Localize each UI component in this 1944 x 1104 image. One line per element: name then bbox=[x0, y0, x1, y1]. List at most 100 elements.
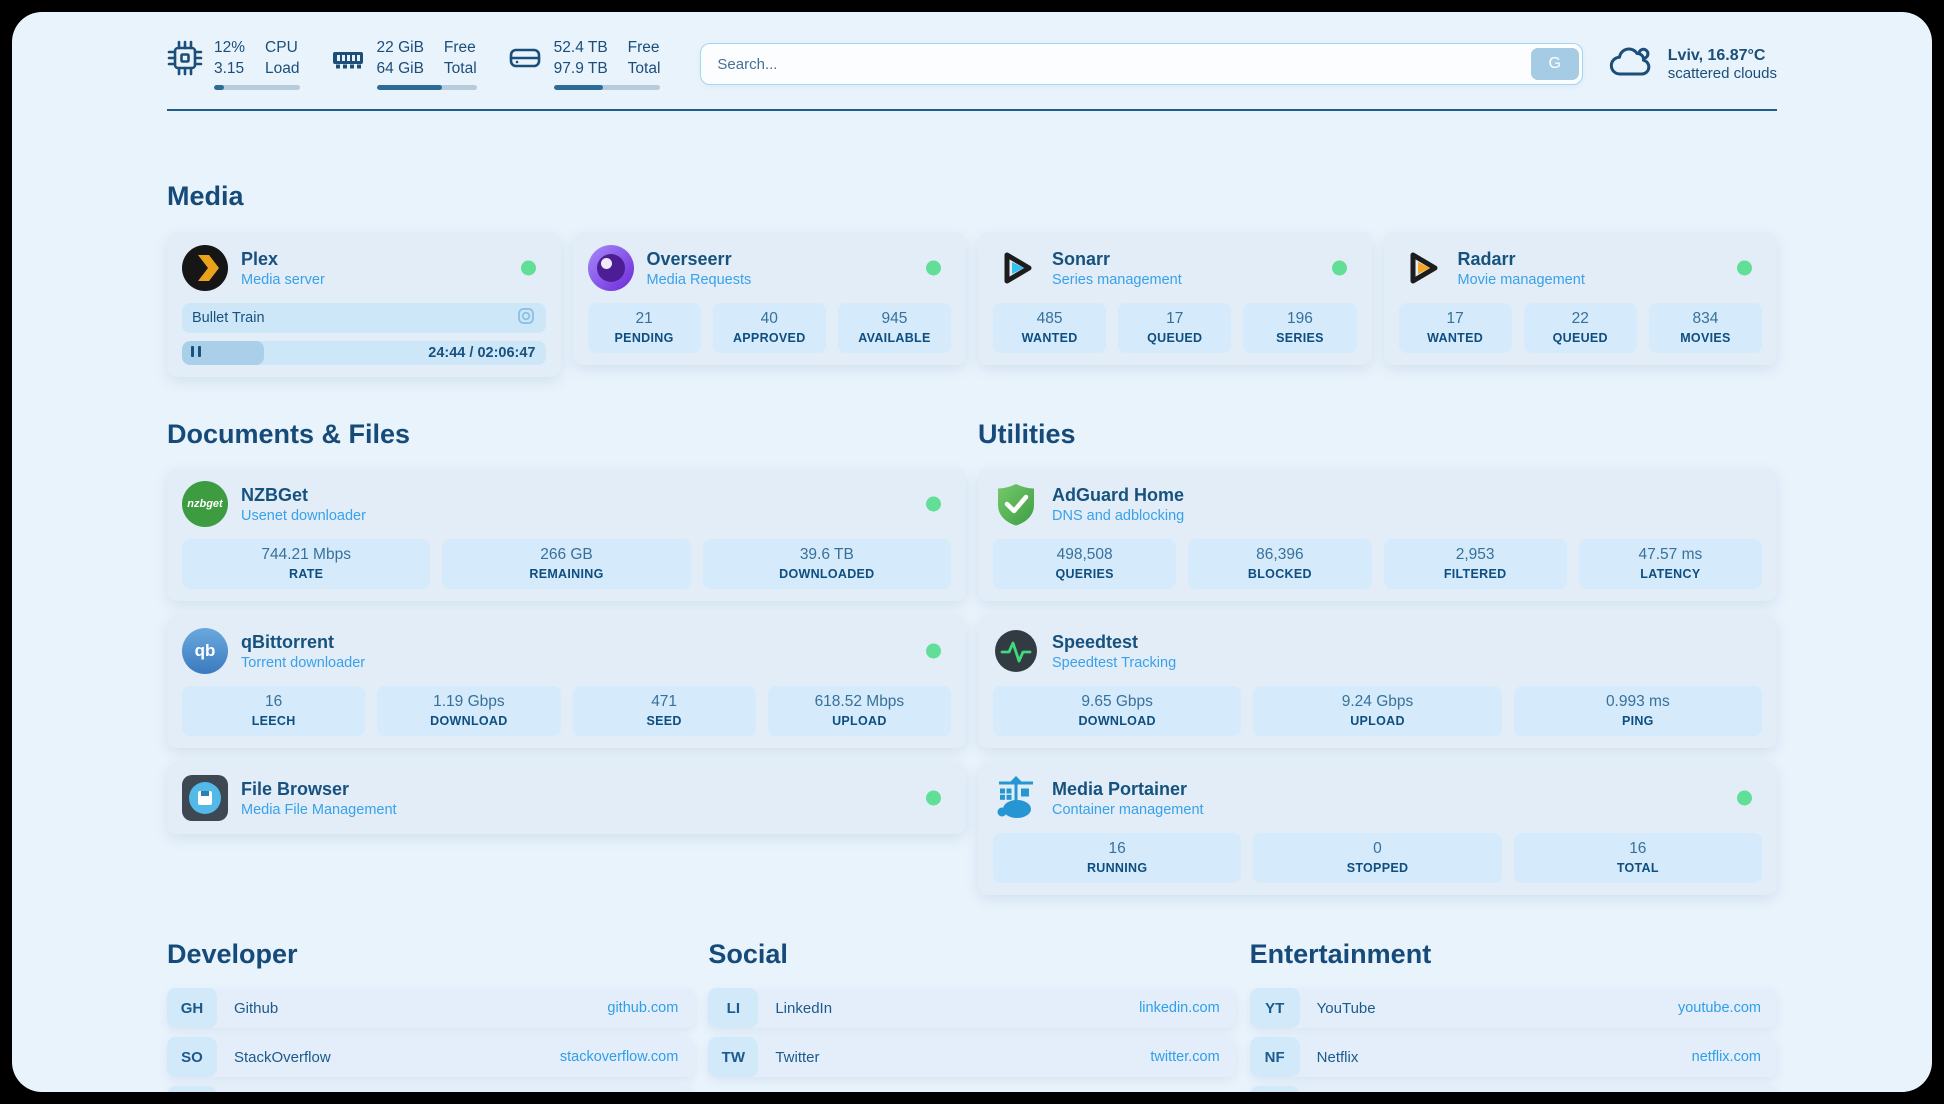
cpu-load-label: Load bbox=[265, 60, 300, 77]
stat-label: AVAILABLE bbox=[858, 331, 931, 345]
filebrowser-card[interactable]: File Browser Media File Management bbox=[167, 762, 966, 834]
utilities-section-title: Utilities bbox=[978, 419, 1076, 449]
nzbget-icon: nzbget bbox=[182, 481, 228, 527]
playback-progress-bar: 24:44 / 02:06:47 bbox=[182, 341, 546, 365]
app-title: Media Portainer bbox=[1052, 778, 1188, 799]
stat-value: 2,953 bbox=[1455, 546, 1495, 563]
stat-upload: 9.24 Gbps UPLOAD bbox=[1253, 686, 1502, 736]
filebrowser-text: File Browser Media File Management bbox=[241, 779, 397, 818]
link-url: youtube.com bbox=[1677, 1000, 1761, 1016]
stat-queued: 17 QUEUED bbox=[1118, 303, 1232, 353]
app-subtitle: Media File Management bbox=[241, 801, 397, 818]
radarr-text: Radarr Movie management bbox=[1458, 249, 1585, 288]
app-subtitle: Media Requests bbox=[646, 271, 752, 288]
app-title: qBittorrent bbox=[241, 631, 334, 652]
stat-value: 47.57 ms bbox=[1638, 546, 1703, 563]
stat-remaining: 266 GB REMAINING bbox=[442, 539, 691, 589]
stat-value: 498,508 bbox=[1056, 546, 1113, 563]
qbittorrent-icon: qb bbox=[182, 628, 228, 674]
documents-section-title: Documents & Files bbox=[167, 419, 411, 449]
stat-blocked: 86,396 BLOCKED bbox=[1188, 539, 1372, 589]
status-dot bbox=[926, 790, 941, 806]
qbittorrent-text: qBittorrent Torrent downloader bbox=[241, 632, 365, 671]
search-engine-button[interactable]: G bbox=[1530, 48, 1579, 80]
app-title: Speedtest bbox=[1052, 631, 1139, 652]
status-dot bbox=[1737, 260, 1752, 276]
nzbget-text: NZBGet Usenet downloader bbox=[241, 485, 366, 524]
stat-approved: 40 APPROVED bbox=[712, 303, 826, 353]
stat-total: 16 TOTAL bbox=[1513, 833, 1762, 883]
plex-card[interactable]: Plex Media server Bullet Train 24:44 / 0… bbox=[167, 232, 561, 377]
cpu-value: 12% bbox=[214, 38, 246, 56]
adguard-card[interactable]: AdGuard Home DNS and adblocking 498,508 … bbox=[978, 468, 1777, 601]
link-linkedin[interactable]: LI LinkedIn linkedin.com bbox=[708, 988, 1236, 1028]
storage-total-label: Total bbox=[627, 60, 661, 77]
link-reddit[interactable]: RE Reddit reddit.com bbox=[1249, 1086, 1777, 1092]
link-twitter[interactable]: TW Twitter twitter.com bbox=[708, 1037, 1236, 1077]
filebrowser-icon bbox=[182, 775, 228, 821]
app-subtitle: Speedtest Tracking bbox=[1052, 654, 1177, 671]
status-dot bbox=[926, 643, 941, 659]
search-bar: G bbox=[700, 43, 1583, 85]
stat-label: QUERIES bbox=[1055, 567, 1114, 581]
weather-location: Lviv, 16.87°C bbox=[1667, 46, 1766, 64]
stats-row: 9.65 Gbps DOWNLOAD 9.24 Gbps UPLOAD 0.99… bbox=[993, 686, 1762, 736]
stat-value: 945 bbox=[881, 310, 908, 327]
radarr-card[interactable]: Radarr Movie management 17 WANTED 22 QUE… bbox=[1383, 232, 1777, 365]
cpu-widget: 12% CPU 3.15 Load bbox=[167, 38, 300, 91]
weather-widget: Lviv, 16.87°C scattered clouds bbox=[1609, 42, 1777, 87]
adguard-text: AdGuard Home DNS and adblocking bbox=[1052, 485, 1184, 524]
link-dev[interactable]: DT DEV dev.to bbox=[167, 1086, 695, 1092]
sonarr-text: Sonarr Series management bbox=[1052, 249, 1182, 288]
stat-download: 1.19 Gbps DOWNLOAD bbox=[377, 686, 561, 736]
playback-progress-fill bbox=[182, 341, 264, 365]
link-netflix[interactable]: NF Netflix netflix.com bbox=[1249, 1037, 1777, 1077]
link-name: YouTube bbox=[1316, 999, 1376, 1017]
app-title: AdGuard Home bbox=[1052, 484, 1185, 505]
stat-value: 39.6 TB bbox=[799, 546, 854, 563]
now-playing-icon bbox=[516, 306, 536, 330]
app-title: File Browser bbox=[241, 778, 350, 799]
stats-row: 498,508 QUERIES 86,396 BLOCKED 2,953 FIL… bbox=[993, 539, 1762, 589]
link-stackoverflow[interactable]: SO StackOverflow stackoverflow.com bbox=[167, 1037, 695, 1077]
status-dot bbox=[926, 496, 941, 512]
adguard-icon bbox=[993, 481, 1039, 527]
link-badge: TW bbox=[708, 1037, 759, 1077]
memory-free-value: 22 GiB bbox=[376, 38, 424, 56]
stat-label: UPLOAD bbox=[832, 714, 887, 728]
qbittorrent-card[interactable]: qb qBittorrent Torrent downloader 16 LEE… bbox=[167, 615, 966, 748]
stat-label: DOWNLOAD bbox=[1078, 714, 1156, 728]
stat-value: 471 bbox=[651, 693, 678, 710]
link-github[interactable]: GH Github github.com bbox=[167, 988, 695, 1028]
portainer-card[interactable]: Media Portainer Container management 16 … bbox=[978, 762, 1777, 895]
app-title: Overseerr bbox=[646, 248, 732, 269]
stat-label: LEECH bbox=[251, 714, 296, 728]
stat-download: 9.65 Gbps DOWNLOAD bbox=[993, 686, 1242, 736]
stat-value: 196 bbox=[1286, 310, 1313, 327]
nzbget-card[interactable]: nzbget NZBGet Usenet downloader 744.21 M… bbox=[167, 468, 966, 601]
pause-icon bbox=[191, 344, 202, 362]
memory-progress-bar bbox=[376, 85, 477, 91]
stat-available: 945 AVAILABLE bbox=[837, 303, 952, 353]
storage-free-value: 52.4 TB bbox=[553, 38, 608, 56]
sonarr-card[interactable]: Sonarr Series management 485 WANTED 17 Q… bbox=[978, 232, 1372, 365]
overseerr-card[interactable]: Overseerr Media Requests 21 PENDING 40 A… bbox=[572, 232, 966, 365]
search-input[interactable] bbox=[715, 54, 1528, 74]
speedtest-text: Speedtest Speedtest Tracking bbox=[1052, 632, 1176, 671]
documents-column: Documents & Files nzbget NZBGet Usenet d… bbox=[167, 419, 966, 834]
stat-filtered: 2,953 FILTERED bbox=[1383, 539, 1567, 589]
stat-stopped: 0 STOPPED bbox=[1253, 833, 1502, 883]
link-youtube[interactable]: YT YouTube youtube.com bbox=[1249, 988, 1777, 1028]
developer-section-title: Developer bbox=[167, 939, 298, 969]
stat-series: 196 SERIES bbox=[1243, 303, 1357, 353]
app-subtitle: Torrent downloader bbox=[241, 654, 366, 671]
speedtest-card[interactable]: Speedtest Speedtest Tracking 9.65 Gbps D… bbox=[978, 615, 1777, 748]
link-badge: NF bbox=[1249, 1037, 1300, 1077]
stat-value: 9.24 Gbps bbox=[1341, 693, 1414, 710]
stats-row: 485 WANTED 17 QUEUED 196 SERIES bbox=[993, 303, 1357, 353]
stat-label: APPROVED bbox=[732, 331, 806, 345]
developer-column: Developer GH Github github.com SO StackO… bbox=[167, 939, 695, 1092]
stat-latency: 47.57 ms LATENCY bbox=[1578, 539, 1762, 589]
stat-label: RATE bbox=[289, 567, 324, 581]
app-subtitle: Media server bbox=[241, 271, 325, 288]
